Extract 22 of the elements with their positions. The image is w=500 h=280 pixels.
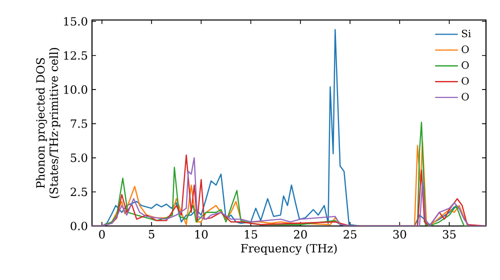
y-tick-label: 2.5 xyxy=(70,188,88,196)
y-tick-label: 7.5 xyxy=(70,119,88,128)
x-tick-label: 20 xyxy=(294,230,307,239)
x-tick-label: 30 xyxy=(393,230,406,239)
legend-label: O xyxy=(462,61,469,69)
x-tick-label: 25 xyxy=(344,230,356,239)
y-tick-label: 5.0 xyxy=(70,154,88,162)
y-tick-label: 10.0 xyxy=(64,85,88,94)
y-tick-label: 15.0 xyxy=(64,17,88,26)
y-tick-label: 0.0 xyxy=(70,222,88,230)
x-tick-label: 35 xyxy=(442,230,456,239)
legend-label: O xyxy=(462,77,469,85)
legend-label: O xyxy=(462,46,469,54)
legend-label: O xyxy=(462,92,469,100)
legend-label: Si xyxy=(462,30,471,38)
y-axis-title: Phonon projected DOS (States/THz·primitive cell) xyxy=(36,48,60,198)
x-tick-label: 15 xyxy=(244,230,258,239)
y-tick-label: 12.5 xyxy=(64,51,88,60)
x-tick-label: 10 xyxy=(195,230,208,239)
x-tick-label: 5 xyxy=(148,230,154,238)
x-tick-label: 0 xyxy=(99,230,105,239)
x-axis-title: Frequency (THz) xyxy=(241,244,337,255)
